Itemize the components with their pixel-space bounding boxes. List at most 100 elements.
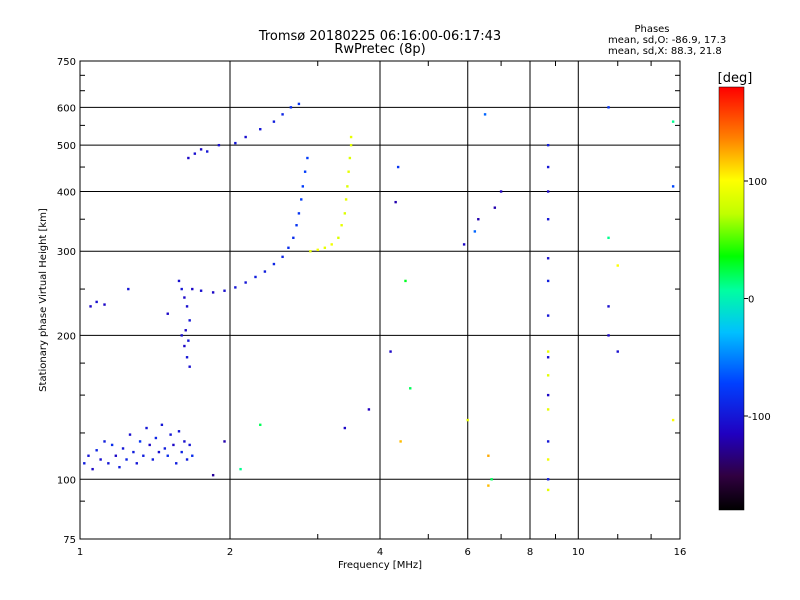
data-point xyxy=(546,279,550,283)
x-axis-label: Frequency [MHz] xyxy=(338,560,422,571)
data-point xyxy=(409,387,412,390)
data-point xyxy=(151,458,155,461)
data-point xyxy=(223,289,226,292)
data-point xyxy=(259,127,262,131)
data-point xyxy=(103,440,106,443)
data-point xyxy=(330,243,333,246)
data-point xyxy=(272,262,276,266)
data-point xyxy=(323,246,327,249)
data-point xyxy=(546,356,550,359)
axis-ticks: 1 2 4 6 8 10 16 75 100 200 300 400 500 600 750 xyxy=(57,57,686,558)
data-point xyxy=(183,296,186,299)
data-point xyxy=(154,436,158,440)
data-point xyxy=(121,447,125,450)
data-point xyxy=(499,190,503,193)
data-point xyxy=(289,106,293,109)
data-point xyxy=(546,488,550,492)
data-point xyxy=(287,246,290,249)
y-tick-label: 750 xyxy=(57,57,76,68)
data-point xyxy=(343,426,347,430)
data-point xyxy=(132,450,135,454)
x-tick-label: 10 xyxy=(572,547,585,558)
data-point xyxy=(303,170,307,173)
data-point xyxy=(180,450,183,454)
data-point xyxy=(234,141,237,145)
data-point xyxy=(188,443,191,447)
data-point xyxy=(234,286,237,289)
data-point xyxy=(128,433,132,436)
data-point xyxy=(477,218,480,221)
data-point xyxy=(127,287,130,291)
data-point xyxy=(349,143,353,147)
data-point xyxy=(211,473,215,477)
data-point xyxy=(185,356,189,359)
data-point xyxy=(95,449,98,452)
colorbar-ticks: -100 0 100 xyxy=(744,177,771,423)
data-point xyxy=(346,185,349,188)
data-point xyxy=(177,279,181,283)
data-point xyxy=(83,462,86,465)
x-tick-label: 1 xyxy=(77,547,83,558)
stats-x-line: mean, sd,X: 88.3, 21.8 xyxy=(608,46,722,57)
data-points xyxy=(83,102,675,492)
data-point xyxy=(259,423,262,427)
data-point xyxy=(180,287,183,291)
data-point xyxy=(487,454,490,457)
data-point xyxy=(394,200,397,204)
stats-heading: Phases xyxy=(634,24,669,35)
data-point xyxy=(166,454,169,457)
data-point xyxy=(163,447,167,450)
data-point xyxy=(172,443,175,447)
data-point xyxy=(184,329,187,332)
data-point xyxy=(187,156,190,160)
data-point xyxy=(616,264,619,267)
data-point xyxy=(191,454,194,457)
data-point xyxy=(110,443,114,447)
data-point xyxy=(607,305,610,308)
data-point xyxy=(148,443,151,447)
data-point xyxy=(187,339,190,342)
y-tick-label: 100 xyxy=(57,475,76,486)
data-point xyxy=(185,305,189,308)
data-point xyxy=(114,454,118,457)
data-point xyxy=(546,218,550,221)
data-point xyxy=(546,257,550,260)
data-point xyxy=(546,374,550,377)
data-point xyxy=(396,165,400,169)
data-point xyxy=(244,135,247,139)
data-point xyxy=(404,279,407,283)
plot-frame xyxy=(79,60,681,540)
y-tick-label: 600 xyxy=(57,103,76,114)
data-point xyxy=(671,185,675,188)
y-tick-label: 200 xyxy=(57,331,76,342)
colorbar xyxy=(718,86,745,511)
grid-lines xyxy=(80,61,680,539)
x-tick-label: 2 xyxy=(227,547,233,558)
data-point xyxy=(166,312,169,315)
data-point xyxy=(483,113,487,116)
data-point xyxy=(546,408,550,411)
data-point xyxy=(188,365,191,368)
data-point xyxy=(142,454,145,457)
data-point xyxy=(340,224,343,227)
data-point xyxy=(337,236,340,240)
data-point xyxy=(239,467,242,471)
data-point xyxy=(199,148,203,151)
data-point xyxy=(466,418,469,422)
data-point xyxy=(343,212,347,215)
data-point xyxy=(118,465,121,469)
data-point xyxy=(462,243,466,246)
data-point xyxy=(191,287,194,291)
data-point xyxy=(157,450,161,454)
data-point xyxy=(546,314,550,317)
data-point xyxy=(301,185,305,188)
data-point xyxy=(297,102,301,106)
data-point xyxy=(616,350,619,353)
data-point xyxy=(493,206,497,209)
data-point xyxy=(95,300,98,304)
chart-title: Tromsø 20180225 06:16:00-06:17:43 xyxy=(258,29,501,44)
data-point xyxy=(348,156,352,160)
data-point xyxy=(367,408,371,411)
data-point xyxy=(389,350,392,353)
